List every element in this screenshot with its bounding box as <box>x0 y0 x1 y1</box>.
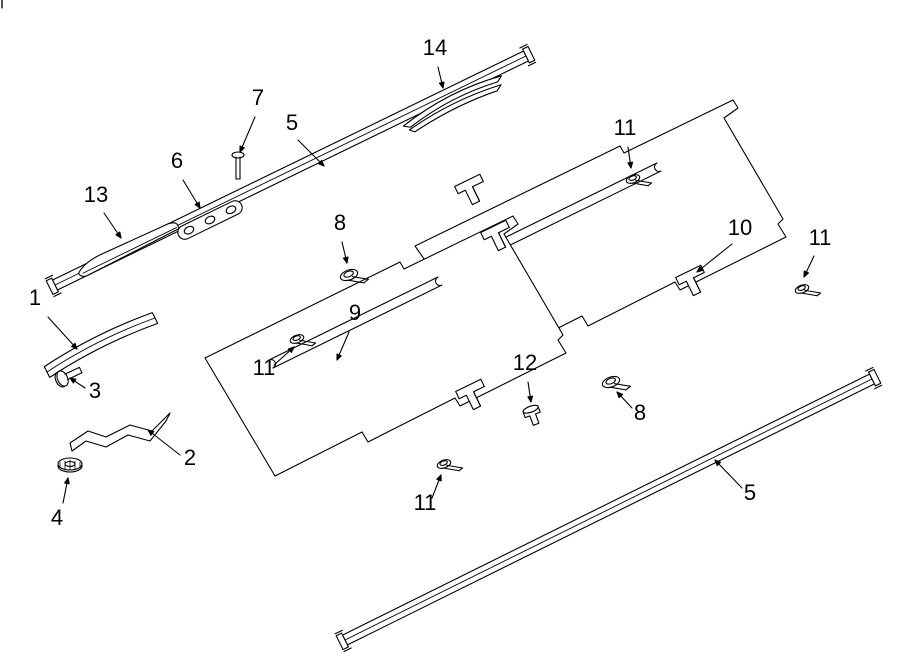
callout-1: 1 <box>29 285 41 310</box>
callout-11: 11 <box>414 490 437 515</box>
parts-diagram: 123455678891011111111121314 <box>0 0 900 662</box>
callout-11: 11 <box>253 355 276 380</box>
callout-14: 14 <box>423 35 447 60</box>
callout-10: 10 <box>728 215 752 240</box>
callout-5: 5 <box>744 480 756 505</box>
callout-5: 5 <box>286 110 298 135</box>
callout-8: 8 <box>334 210 346 235</box>
callout-6: 6 <box>171 148 183 173</box>
callout-13: 13 <box>84 182 108 207</box>
callout-9: 9 <box>349 300 361 325</box>
callout-8: 8 <box>634 400 646 425</box>
callout-4: 4 <box>51 505 63 530</box>
callout-2: 2 <box>184 445 196 470</box>
callout-3: 3 <box>89 378 101 403</box>
callout-11: 11 <box>809 225 832 250</box>
callout-11: 11 <box>614 115 637 140</box>
callout-12: 12 <box>513 350 537 375</box>
callout-7: 7 <box>252 85 264 110</box>
